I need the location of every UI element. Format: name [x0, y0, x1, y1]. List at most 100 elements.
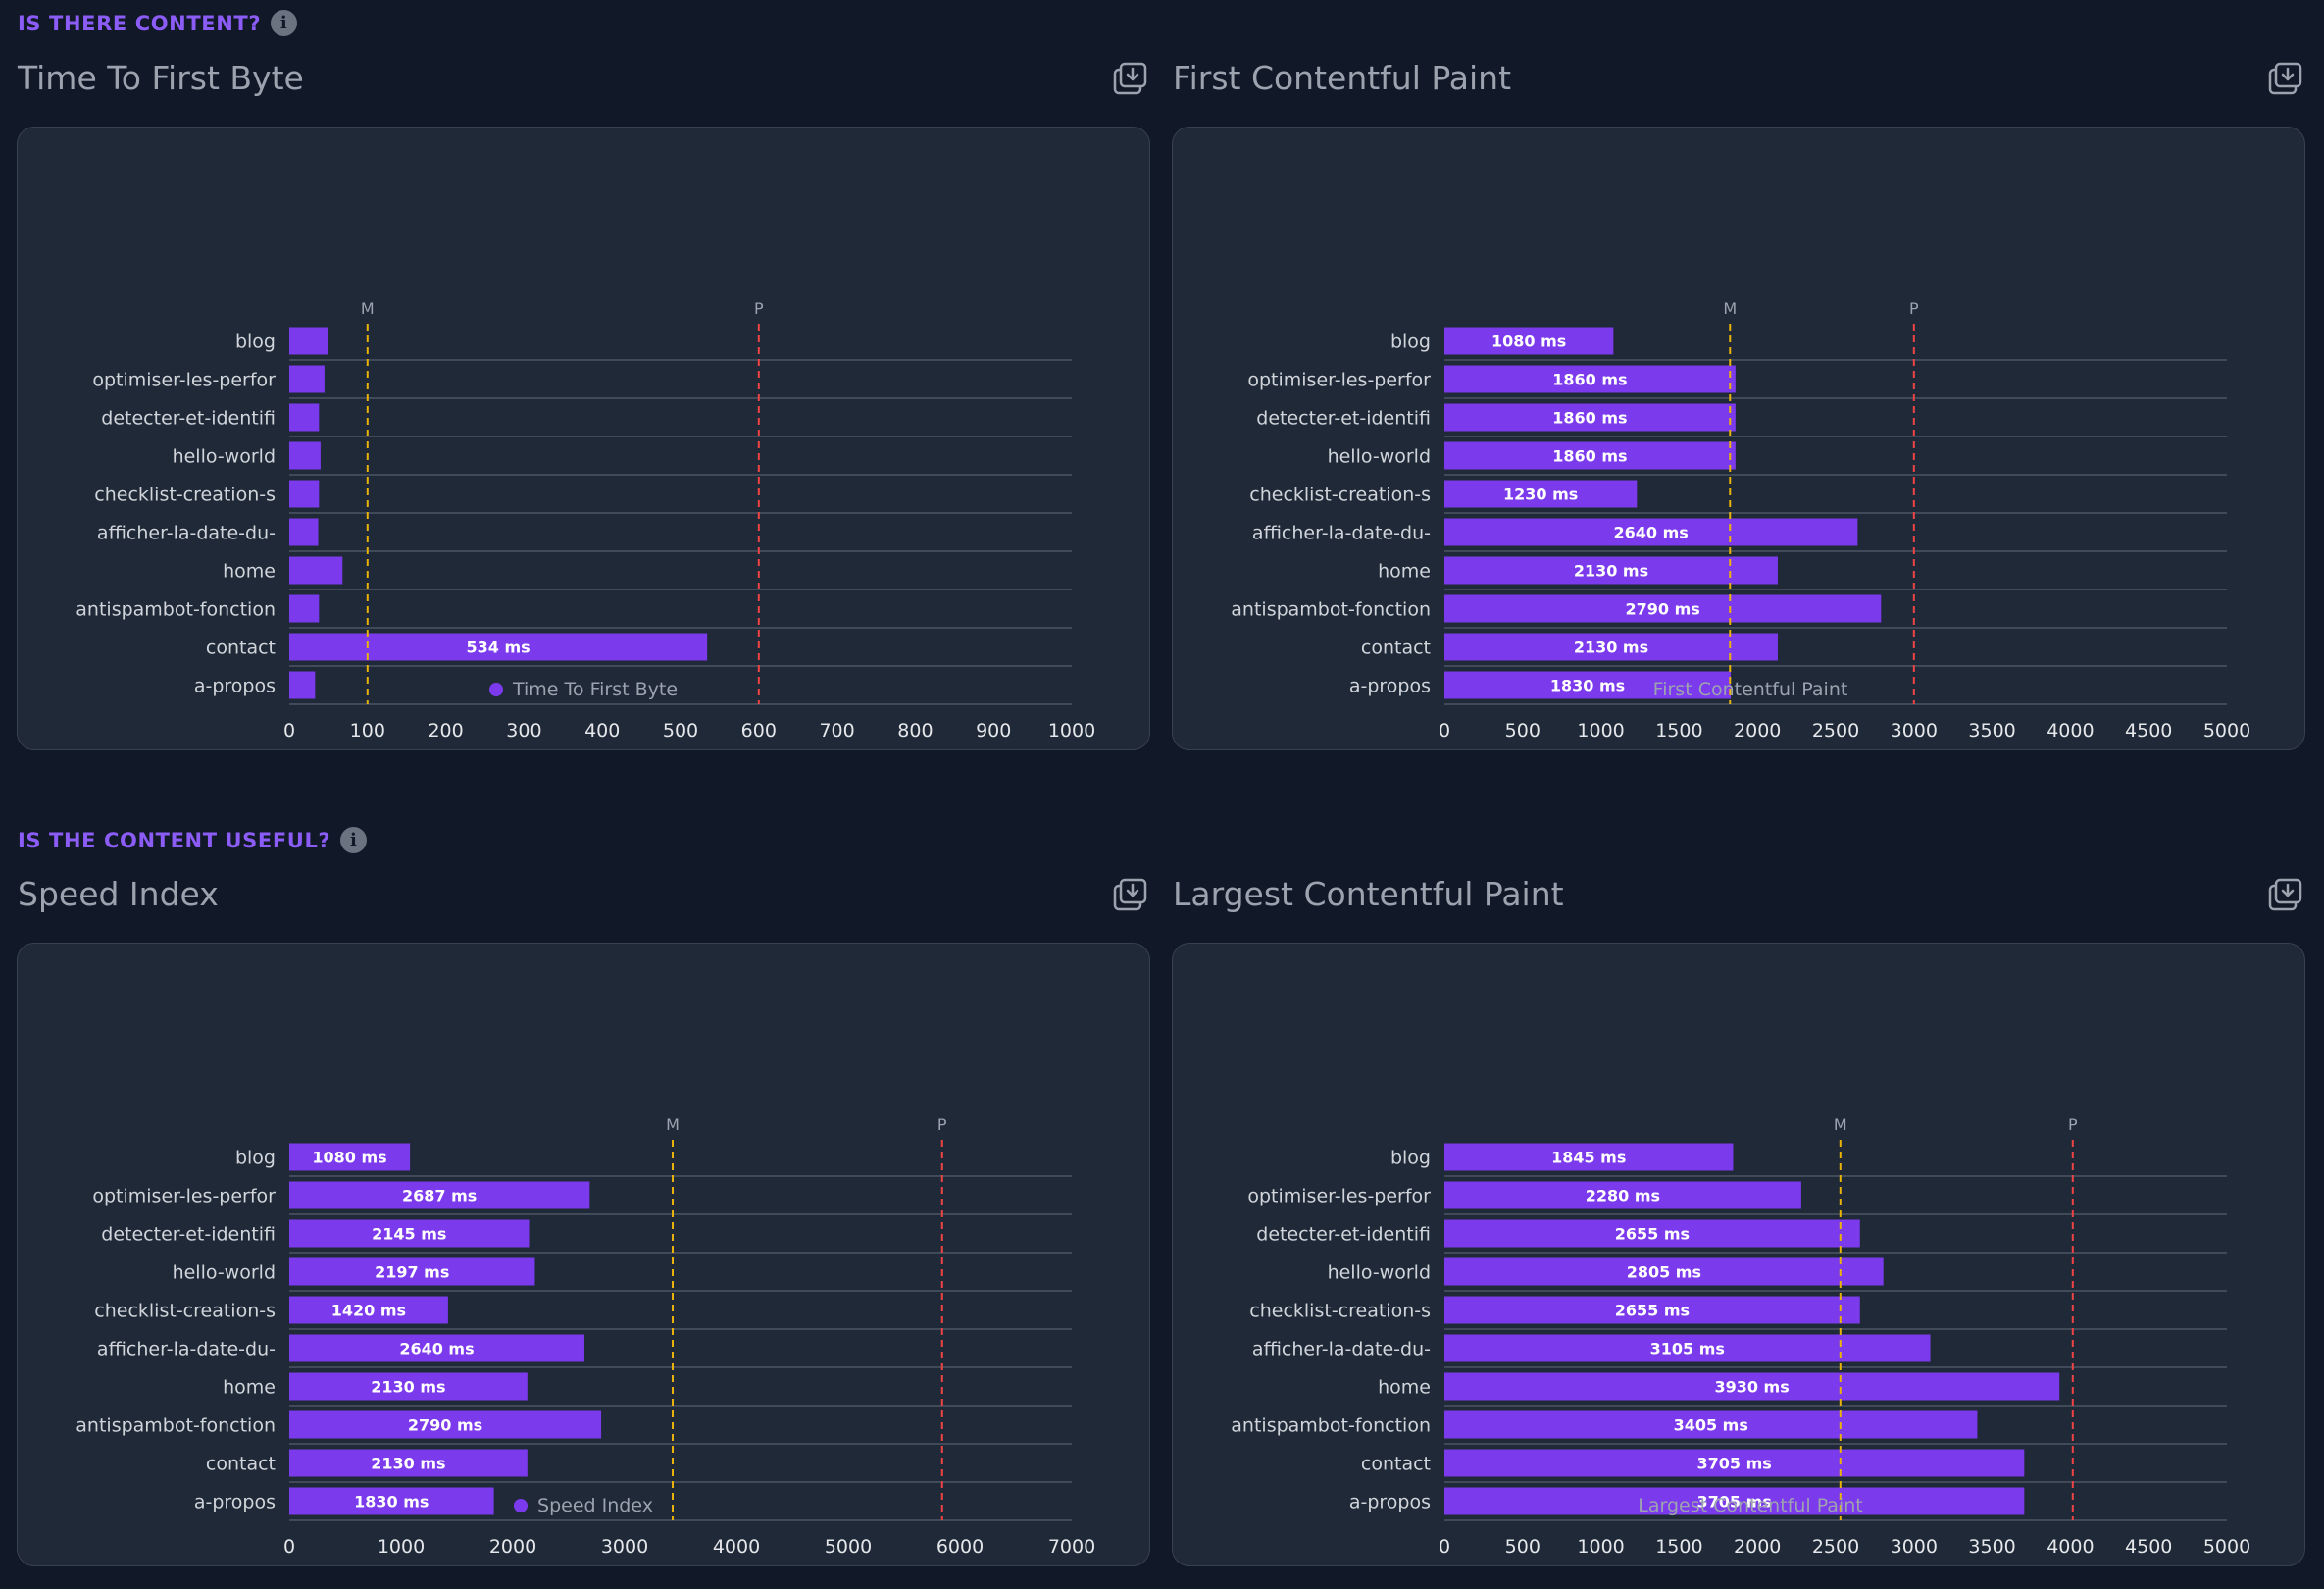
data-label: 1080 ms	[312, 1149, 386, 1167]
threshold-label: M	[361, 299, 375, 318]
bar	[289, 1143, 411, 1171]
bar	[1444, 518, 1858, 546]
bar	[289, 441, 321, 470]
data-label: 3705 ms	[1697, 1493, 1772, 1512]
section-title: IS THERE CONTENT?	[18, 11, 262, 35]
data-label: 2130 ms	[1574, 639, 1648, 657]
data-label: 1830 ms	[354, 1493, 429, 1512]
category-label: blog	[1390, 332, 1431, 353]
legend[interactable]: First Contentful Paint	[1173, 679, 2304, 700]
data-label: 2655 ms	[1615, 1302, 1690, 1320]
data-label: 2130 ms	[1574, 562, 1648, 581]
bar	[1444, 1257, 1884, 1286]
x-tick-label: 7000	[1048, 1536, 1095, 1558]
bar	[1444, 1296, 1860, 1324]
data-label: 1080 ms	[1491, 333, 1566, 351]
data-label: 1860 ms	[1552, 447, 1627, 466]
data-label: 1860 ms	[1552, 371, 1627, 389]
category-label: afficher-la-date-du-	[1252, 1339, 1431, 1360]
category-label: detecter-et-identifi	[101, 1224, 276, 1246]
bar	[289, 1334, 584, 1362]
data-label: 3930 ms	[1714, 1378, 1789, 1397]
data-label: 3105 ms	[1650, 1340, 1725, 1358]
legend[interactable]: Time To First Byte	[18, 679, 1149, 700]
x-tick-label: 3500	[1968, 1536, 2015, 1558]
chart-card-speed-index: blog 1080 ms optimiser-les-perfor 2687 ms de…	[17, 943, 1150, 1566]
data-label: 3705 ms	[1697, 1455, 1772, 1473]
chart-card-fcp: blog 1080 ms optimiser-les-perfor 1860 ms de…	[1172, 127, 2305, 750]
bar	[289, 1487, 494, 1515]
x-tick-label: 5000	[825, 1536, 872, 1558]
download-icon[interactable]	[1112, 61, 1147, 96]
bar	[1444, 633, 1778, 661]
bar	[289, 327, 328, 355]
category-label: checklist-creation-s	[94, 1301, 276, 1322]
category-label: antispambot-fonction	[76, 1415, 276, 1437]
category-label: a-propos	[194, 1492, 276, 1513]
x-tick-label: 500	[1505, 1536, 1541, 1558]
category-label: home	[1378, 1377, 1431, 1399]
data-label: 1420 ms	[331, 1302, 406, 1320]
download-icon[interactable]	[2267, 61, 2302, 96]
x-tick-label: 2000	[1734, 720, 1781, 742]
info-icon[interactable]: i	[271, 10, 298, 36]
chart-card-lcp: blog 1845 ms optimiser-les-perfor 2280 ms de…	[1172, 943, 2305, 1566]
x-tick-label: 200	[428, 720, 463, 742]
bar	[289, 1372, 528, 1401]
data-label: 1845 ms	[1551, 1149, 1626, 1167]
legend[interactable]: Largest Contentful Paint	[1173, 1495, 2304, 1516]
data-label: 2805 ms	[1627, 1263, 1701, 1282]
bar	[1444, 441, 1736, 470]
x-tick-label: 0	[283, 720, 295, 742]
bar	[289, 403, 320, 432]
threshold-label: M	[1834, 1115, 1847, 1134]
bar	[289, 480, 320, 508]
threshold-label: P	[937, 1115, 947, 1134]
x-tick-label: 5000	[2203, 720, 2250, 742]
x-tick-label: 4000	[2046, 720, 2094, 742]
category-label: optimiser-les-perfor	[92, 1186, 276, 1207]
legend-label: First Contentful Paint	[1652, 679, 1848, 700]
data-label: 1860 ms	[1552, 409, 1627, 428]
x-tick-label: 2500	[1812, 1536, 1859, 1558]
legend-label: Speed Index	[537, 1495, 653, 1516]
category-label: detecter-et-identifi	[1256, 1224, 1431, 1246]
bar	[289, 1410, 602, 1439]
data-label: 2687 ms	[402, 1187, 477, 1205]
x-tick-label: 4000	[713, 1536, 760, 1558]
x-tick-label: 1000	[1048, 720, 1095, 742]
bar	[1444, 1487, 2025, 1515]
download-icon[interactable]	[1112, 877, 1147, 912]
panel-title-fcp: First Contentful Paint	[1173, 59, 1512, 97]
bar	[289, 556, 343, 585]
bar	[1444, 327, 1614, 355]
bar	[289, 1449, 528, 1477]
bar	[1444, 1219, 1860, 1248]
chart-fcp: blog 1080 ms optimiser-les-perfor 1860 ms de…	[1231, 299, 2250, 742]
bar	[1444, 556, 1778, 585]
data-label: 2640 ms	[1614, 524, 1689, 542]
x-tick-label: 500	[663, 720, 698, 742]
category-label: detecter-et-identifi	[1256, 408, 1431, 430]
data-label: 2130 ms	[371, 1455, 445, 1473]
bar	[1444, 594, 1882, 623]
threshold-label: P	[2068, 1115, 2078, 1134]
x-tick-label: 1000	[1577, 720, 1624, 742]
bar	[1444, 365, 1736, 393]
category-label: antispambot-fonction	[1231, 1415, 1431, 1437]
category-label: a-propos	[194, 676, 276, 697]
x-tick-label: 1000	[1577, 1536, 1624, 1558]
x-tick-label: 500	[1505, 720, 1541, 742]
category-label: hello-world	[1328, 446, 1431, 468]
section-title: IS THE CONTENT USEFUL?	[18, 828, 331, 852]
data-label: 3405 ms	[1674, 1416, 1748, 1435]
info-icon[interactable]: i	[340, 827, 368, 853]
x-tick-label: 700	[819, 720, 854, 742]
legend[interactable]: Speed Index	[18, 1495, 1149, 1516]
panel-title-speed-index: Speed Index	[18, 875, 219, 913]
data-label: 2790 ms	[408, 1416, 482, 1435]
x-tick-label: 4500	[2125, 720, 2172, 742]
category-label: blog	[235, 332, 276, 353]
download-icon[interactable]	[2267, 877, 2302, 912]
data-label: 2280 ms	[1586, 1187, 1660, 1205]
